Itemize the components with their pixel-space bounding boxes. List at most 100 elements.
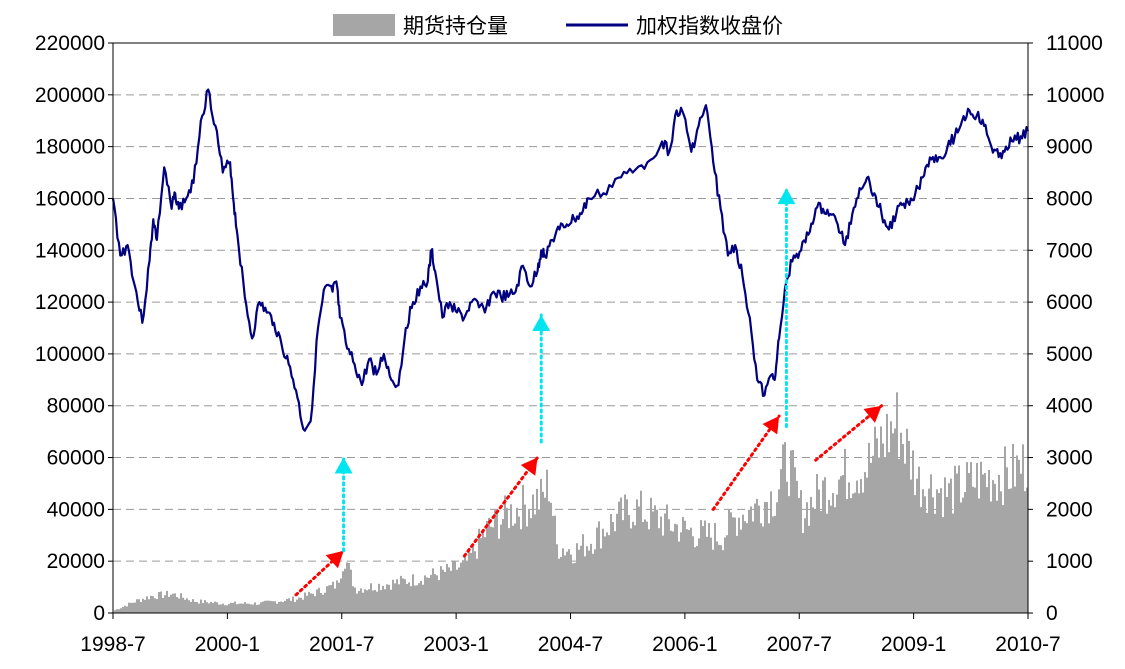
bar: [766, 502, 768, 613]
bar: [168, 596, 170, 613]
bar: [286, 598, 288, 613]
bar: [310, 593, 312, 613]
bar: [826, 513, 828, 613]
bar: [456, 569, 458, 613]
bar: [1006, 467, 1008, 613]
bar: [828, 499, 830, 613]
bar: [486, 521, 488, 613]
x-tick-label: 2004-7: [538, 633, 603, 656]
bar: [556, 544, 558, 613]
bar: [374, 589, 376, 613]
bar: [258, 604, 260, 613]
bar: [152, 596, 154, 613]
bar: [324, 592, 326, 613]
bar: [274, 601, 276, 613]
bar: [820, 511, 822, 613]
bar: [434, 574, 436, 613]
bar: [234, 601, 236, 613]
bar: [888, 452, 890, 613]
bar: [508, 528, 510, 613]
bar: [194, 601, 196, 613]
bar: [362, 592, 364, 613]
bar: [192, 599, 194, 613]
bar: [340, 578, 342, 613]
bar: [358, 590, 360, 613]
bar: [892, 433, 894, 613]
bar: [954, 465, 956, 613]
bar: [870, 462, 872, 613]
bar: [516, 507, 518, 613]
bar: [638, 506, 640, 613]
bar: [680, 532, 682, 613]
bar: [422, 584, 424, 613]
right-tick-label: 1000: [1046, 550, 1093, 573]
bar: [610, 513, 612, 613]
bar: [948, 483, 950, 613]
bar: [872, 455, 874, 613]
bar: [582, 534, 584, 613]
bar: [470, 552, 472, 613]
bar: [162, 597, 164, 613]
bar: [880, 426, 882, 613]
bar: [542, 491, 544, 613]
bar: [930, 474, 932, 613]
bar: [466, 561, 468, 613]
bar: [670, 530, 672, 613]
bar-series: [114, 392, 1028, 613]
bar: [966, 462, 968, 613]
bar: [756, 498, 758, 613]
legend-swatch-bar: [333, 14, 395, 36]
bar: [780, 469, 782, 613]
bar: [282, 602, 284, 613]
bar: [748, 509, 750, 613]
bar: [594, 549, 596, 613]
bar: [558, 558, 560, 613]
bar: [238, 603, 240, 613]
bar: [886, 413, 888, 613]
bar: [170, 594, 172, 613]
bar: [634, 525, 636, 613]
bar: [894, 428, 896, 613]
bar: [636, 499, 638, 613]
bar: [248, 603, 250, 613]
bar: [134, 602, 136, 613]
bar: [430, 574, 432, 613]
bar: [326, 586, 328, 613]
bar: [224, 605, 226, 613]
bar: [708, 523, 710, 613]
bar: [742, 514, 744, 613]
bar: [418, 583, 420, 613]
bar: [728, 509, 730, 613]
bar: [914, 495, 916, 613]
bar: [228, 603, 230, 613]
bar: [686, 529, 688, 613]
bar: [394, 583, 396, 613]
bar: [562, 548, 564, 613]
bar: [672, 531, 674, 613]
right-tick-label: 6000: [1046, 291, 1093, 314]
bar: [932, 497, 934, 613]
bar: [220, 604, 222, 613]
bar: [788, 496, 790, 613]
bar: [512, 525, 514, 613]
bar: [740, 529, 742, 613]
bar: [256, 604, 258, 613]
left-tick-label: 140000: [35, 239, 105, 262]
bar: [242, 603, 244, 613]
bar: [926, 512, 928, 613]
bar: [994, 483, 996, 613]
red-dotted-arrow-shaft: [462, 456, 540, 558]
right-tick-label: 9000: [1046, 136, 1093, 159]
bar: [232, 602, 234, 613]
bar: [380, 590, 382, 613]
bar: [478, 528, 480, 613]
x-tick-label: 2001-7: [309, 633, 374, 656]
bar: [804, 518, 806, 613]
left-tick-label: 120000: [35, 291, 105, 314]
cyan-dotted-arrow-head: [532, 315, 551, 332]
cyan-dotted-arrow-head: [334, 457, 353, 474]
bar: [402, 578, 404, 613]
bar: [500, 524, 502, 613]
right-tick-label: 4000: [1046, 395, 1093, 418]
